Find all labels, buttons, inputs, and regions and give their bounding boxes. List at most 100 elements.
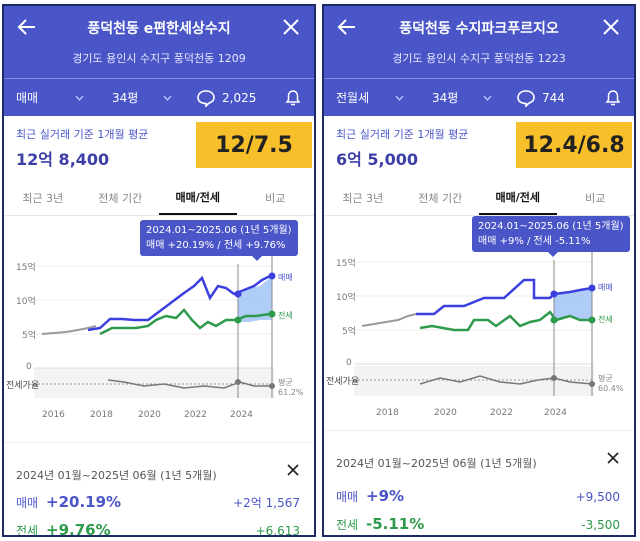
price-chart-svg [354, 250, 596, 396]
comment-bubble-icon [517, 89, 535, 107]
close-icon[interactable] [280, 16, 302, 38]
address: 경기도 용인시 수지구 풍덕천동 1223 [392, 52, 566, 65]
tab-all-period[interactable]: 전체 기간 [98, 191, 143, 205]
trade-type-select[interactable]: 매매 [4, 79, 94, 116]
period-tooltip: 2024.01~2025.06 (1년 5개월) 매매 +9% / 전세 -5.… [472, 216, 630, 257]
size-value: 34평 [432, 91, 459, 105]
ratio-average: 평균 60.4% [598, 374, 623, 394]
ratio-start-point [235, 379, 241, 385]
detail-sale-label: 매매 [16, 496, 39, 510]
tab-compare[interactable]: 비교 [585, 191, 606, 205]
back-arrow-icon[interactable] [16, 16, 38, 38]
header: 풍덕천동 e편한세상수지 경기도 용인시 수지구 풍덕천동 1209 매매 34… [4, 6, 314, 116]
chevron-down-icon [75, 95, 84, 101]
close-icon[interactable] [606, 451, 620, 465]
annotation-note: 12/7.5 [196, 122, 312, 168]
legend-jeonse: 전세 [278, 311, 293, 320]
chevron-down-icon [163, 95, 172, 101]
tooltip-caret [252, 256, 262, 261]
sale-line [416, 278, 593, 316]
x-tick-label: 2022 [490, 408, 513, 418]
tab-recent-3y[interactable]: 최근 3년 [342, 191, 384, 205]
tab-compare[interactable]: 비교 [265, 191, 286, 205]
detail-sale-row: 매매 +9% +9,500 [336, 487, 620, 505]
tooltip-period: 2024.01~2025.06 (1년 5개월) [478, 221, 624, 232]
pre-sale-line [41, 325, 97, 335]
period-area [554, 288, 592, 320]
legend-jeonse: 전세 [598, 315, 613, 324]
tab-all-period[interactable]: 전체 기간 [418, 191, 463, 205]
jeonse-start-point [550, 316, 558, 324]
legend-sale: 매매 [278, 273, 293, 282]
ratio-label: 전세가율 [326, 377, 360, 387]
x-tick-label: 2018 [376, 408, 399, 418]
tooltip-change: 매매 +20.19% / 전세 +9.76% [146, 240, 286, 251]
trade-type-select[interactable]: 전월세 [324, 79, 414, 116]
x-tick-label: 2016 [42, 410, 65, 420]
header: 풍덕천동 수지파크푸르지오 경기도 용인시 수지구 풍덕천동 1223 전월세 … [324, 6, 634, 116]
jeonse-end-point [268, 310, 276, 318]
tab-sale-jeonse[interactable]: 매매/전세 [479, 180, 557, 215]
detail-jeonse-amount: +6,613 [255, 524, 300, 537]
x-tick-label: 2022 [184, 410, 207, 420]
detail-jeonse-pct: -5.11% [366, 515, 425, 533]
period-tooltip: 2024.01~2025.06 (1년 5개월) 매매 +20.19% / 전세… [140, 220, 298, 261]
ratio-end-point [269, 383, 275, 389]
price-chart-svg [34, 254, 276, 398]
apartment-title: 풍덕천동 수지파크푸르지오 [399, 21, 559, 37]
close-icon[interactable] [600, 16, 622, 38]
size-select[interactable]: 34평 [414, 79, 502, 116]
sale-end-point [268, 272, 276, 280]
ratio-label: 전세가율 [6, 381, 40, 391]
summary-caption: 최근 실거래 기준 1개월 평균 [336, 128, 469, 141]
apartment-title: 풍덕천동 e편한세상수지 [87, 21, 231, 37]
tab-recent-3y[interactable]: 최근 3년 [22, 191, 64, 205]
trade-type-value: 전월세 [336, 91, 370, 105]
detail-sale-amount: +9,500 [575, 490, 620, 504]
detail-period: 2024년 01월~2025년 06월 (1년 5개월) [336, 457, 537, 470]
tooltip-period: 2024.01~2025.06 (1년 5개월) [146, 225, 292, 236]
detail-jeonse-row: 전세 -5.11% -3,500 [336, 515, 620, 533]
ratio-end-point [589, 381, 595, 387]
comments-button[interactable]: 2,025 [182, 89, 272, 107]
detail-sale-pct: +9% [366, 487, 405, 505]
detail-sale-pct: +20.19% [46, 493, 122, 511]
size-value: 34평 [112, 91, 139, 105]
y-tick-label: 15억 [16, 263, 36, 273]
x-tick-label: 2024 [230, 410, 253, 420]
detail-jeonse-amount: -3,500 [581, 518, 620, 532]
summary-caption: 최근 실거래 기준 1개월 평균 [16, 128, 149, 141]
x-tick-label: 2018 [90, 410, 113, 420]
detail-sale-label: 매매 [336, 490, 359, 504]
summary-price: 6억 5,000 [336, 150, 419, 169]
detail-sale-row: 매매 +20.19% +2억 1,567 [16, 493, 300, 511]
tooltip-change: 매매 +9% / 전세 -5.11% [478, 236, 591, 247]
price-chart[interactable]: 2024.01~2025.06 (1년 5개월) 매매 +9% / 전세 -5.… [324, 216, 634, 446]
ratio-line [419, 375, 593, 385]
comments-button[interactable]: 744 [502, 89, 592, 107]
ratio-average-value: 61.2% [278, 388, 304, 397]
ratio-average-label: 평균 [278, 378, 293, 387]
price-summary: 최근 실거래 기준 1개월 평균 6억 5,000 12.4/6.8 [324, 116, 634, 180]
legend-sale: 매매 [598, 283, 613, 292]
tab-sale-jeonse[interactable]: 매매/전세 [159, 180, 237, 215]
ratio-average-value: 60.4% [598, 384, 624, 393]
comment-count: 744 [542, 90, 565, 105]
jeonse-end-point [588, 316, 596, 324]
period-detail: 2024년 01월~2025년 06월 (1년 5개월) 매매 +9% +9,5… [324, 430, 634, 535]
address: 경기도 용인시 수지구 풍덕천동 1209 [72, 52, 246, 65]
close-icon[interactable] [286, 463, 300, 477]
chevron-down-icon [395, 95, 404, 101]
x-tick-label: 2020 [434, 408, 457, 418]
y-tick-label: 15억 [336, 259, 356, 269]
price-summary: 최근 실거래 기준 1개월 평균 12억 8,400 12/7.5 [4, 116, 314, 180]
bell-icon[interactable] [604, 89, 622, 107]
back-arrow-icon[interactable] [336, 16, 358, 38]
comment-bubble-icon [197, 89, 215, 107]
price-chart[interactable]: 2024.01~2025.06 (1년 5개월) 매매 +20.19% / 전세… [4, 216, 314, 446]
period-area [238, 278, 272, 322]
size-select[interactable]: 34평 [94, 79, 182, 116]
y-tick-label: 0 [346, 358, 352, 368]
bell-icon[interactable] [284, 89, 302, 107]
